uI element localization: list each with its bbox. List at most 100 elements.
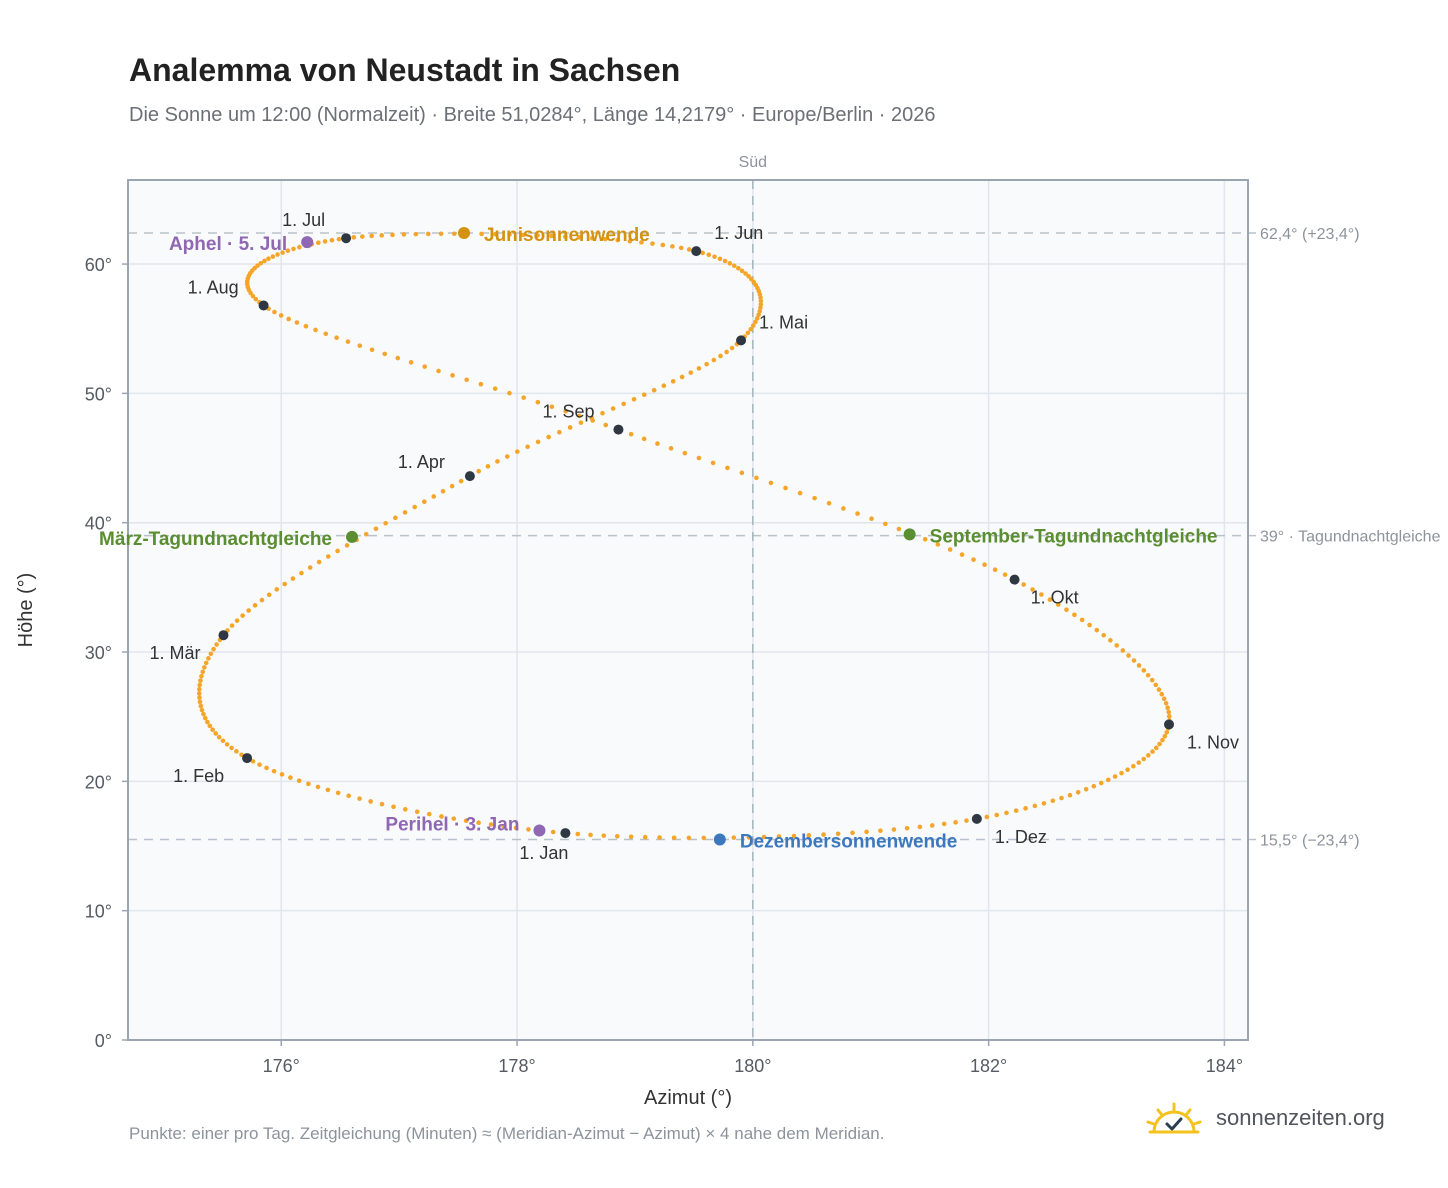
day-point <box>758 302 764 307</box>
sun-check-icon <box>1146 1102 1202 1134</box>
event-point <box>301 236 314 249</box>
day-point <box>601 833 607 838</box>
day-point <box>476 820 481 825</box>
day-point <box>431 494 437 499</box>
day-point <box>346 793 352 799</box>
day-point <box>1047 597 1053 602</box>
day-point <box>402 807 408 812</box>
day-point <box>329 237 335 243</box>
day-point <box>1075 789 1081 795</box>
day-point <box>982 562 987 568</box>
day-point <box>401 232 407 237</box>
day-point <box>199 673 204 679</box>
day-point <box>549 233 554 239</box>
day-point <box>614 833 620 839</box>
day-point <box>621 401 626 407</box>
day-point <box>670 244 675 249</box>
day-point <box>507 232 512 237</box>
day-point <box>904 825 910 831</box>
x-axis-label: Azimut (°) <box>644 1087 732 1109</box>
day-point <box>1162 733 1168 739</box>
month-point <box>1164 719 1175 730</box>
day-point <box>1125 767 1130 772</box>
day-point <box>288 775 293 780</box>
day-point <box>700 250 705 256</box>
day-point <box>883 521 888 527</box>
day-point <box>753 319 758 325</box>
event-label: Perihel · 3. Jan <box>385 814 519 835</box>
day-point <box>379 801 385 807</box>
day-point <box>1131 763 1136 769</box>
reference-line-label: 15,5° (−23,4°) <box>1260 833 1360 850</box>
day-point <box>869 516 874 522</box>
day-point <box>357 343 363 348</box>
day-point <box>671 835 677 841</box>
chart-title: Analemma von Neustadt in Sachsen <box>129 52 681 88</box>
day-point <box>1166 713 1172 719</box>
day-point <box>259 597 265 603</box>
day-point <box>1079 617 1085 623</box>
day-point <box>335 548 340 554</box>
day-point <box>373 526 379 532</box>
day-point <box>492 386 498 391</box>
day-point <box>678 245 684 251</box>
day-point <box>668 446 674 451</box>
day-point <box>266 256 271 262</box>
event-point <box>533 824 546 837</box>
event-point <box>458 227 470 240</box>
day-point <box>758 298 764 304</box>
day-point <box>313 327 318 333</box>
brand[interactable]: sonnenzeiten.org <box>1146 1102 1385 1134</box>
day-point <box>736 265 741 271</box>
day-point <box>701 835 707 841</box>
day-point <box>758 305 763 311</box>
day-point <box>495 459 500 464</box>
day-point <box>1153 682 1159 688</box>
day-point <box>984 814 990 820</box>
day-point <box>476 468 482 474</box>
event-label: Aphel · 5. Jul <box>169 234 287 255</box>
day-point <box>589 235 595 241</box>
day-point <box>199 707 205 713</box>
month-point <box>691 246 702 257</box>
month-label: 1. Jan <box>519 843 568 863</box>
day-point <box>493 231 498 237</box>
month-label: 1. Dez <box>995 827 1047 847</box>
day-point <box>252 603 258 608</box>
day-point <box>436 368 441 374</box>
day-point <box>711 357 717 363</box>
day-point <box>479 231 484 237</box>
day-point <box>307 565 313 570</box>
month-point <box>736 335 747 346</box>
day-point <box>501 823 506 829</box>
day-point <box>1153 745 1159 751</box>
day-point <box>391 804 396 810</box>
day-point <box>438 231 444 237</box>
day-point <box>439 814 444 819</box>
day-point <box>776 834 782 839</box>
day-point <box>325 554 331 559</box>
day-point <box>1056 602 1061 607</box>
day-point <box>682 450 688 456</box>
day-point <box>746 835 752 840</box>
month-label: 1. Feb <box>173 766 224 786</box>
day-point <box>627 238 633 244</box>
day-point <box>213 731 219 736</box>
day-point <box>835 831 841 837</box>
day-point <box>451 816 457 821</box>
month-label: 1. Mai <box>759 312 808 332</box>
day-point <box>1145 672 1151 678</box>
day-point <box>336 236 342 242</box>
day-point <box>696 455 702 461</box>
day-point <box>197 682 203 688</box>
day-point <box>1150 749 1155 754</box>
day-point <box>590 418 595 423</box>
day-point <box>478 381 484 387</box>
day-point <box>413 231 419 237</box>
day-point <box>257 762 262 767</box>
day-point <box>422 364 427 369</box>
day-point <box>272 309 277 315</box>
day-point <box>731 263 737 269</box>
plot-background <box>128 180 1248 1040</box>
